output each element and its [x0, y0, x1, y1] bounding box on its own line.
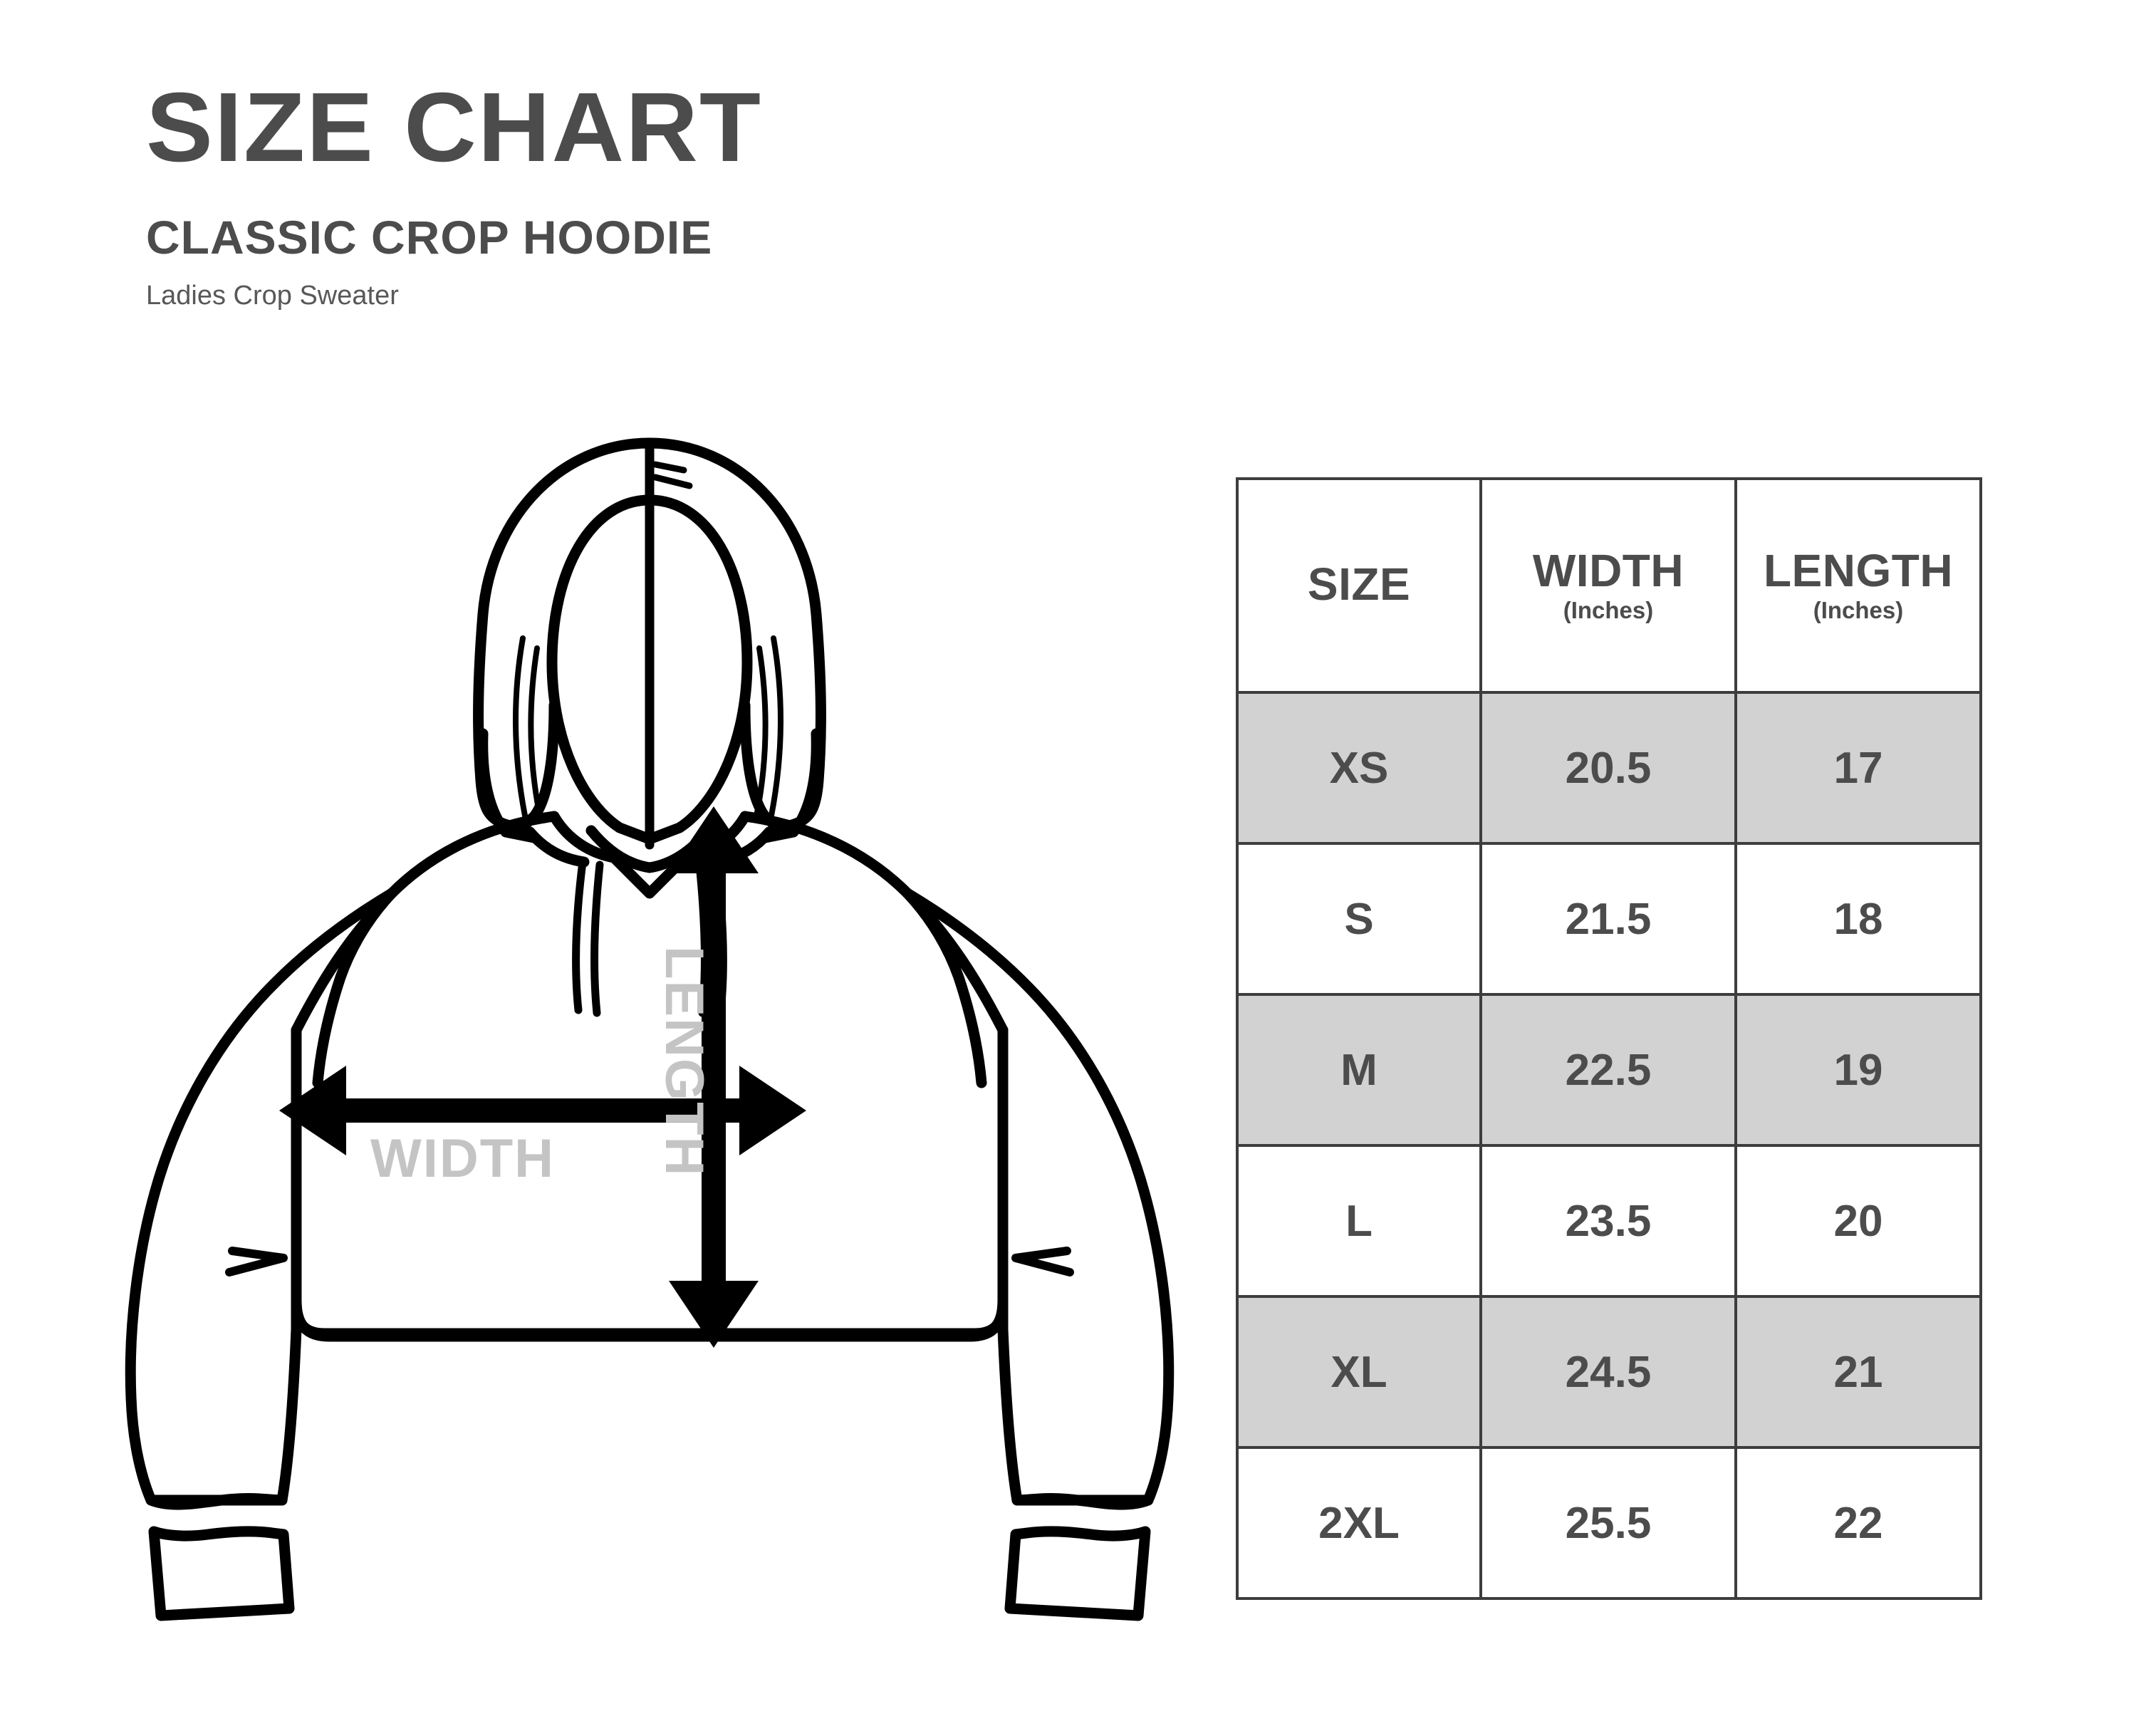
column-header-width-unit: (Inches) — [1563, 596, 1654, 623]
cell-length: 20 — [1734, 1144, 1982, 1298]
width-arrow-head-right — [739, 1066, 806, 1155]
width-measure-label: WIDTH — [370, 1128, 555, 1189]
column-header-size: SIZE — [1236, 477, 1482, 694]
cell-size: XS — [1236, 691, 1482, 845]
cell-size: M — [1236, 993, 1482, 1147]
cell-size: S — [1236, 842, 1482, 996]
sleeve-chevron-icons — [225, 1247, 1074, 1277]
size-chart-table: SIZE WIDTH (Inches) LENGTH (Inches) XS 2… — [1236, 477, 1982, 1600]
cell-length: 22 — [1734, 1446, 1982, 1600]
sleeve-right — [902, 888, 1175, 1506]
width-arrow-head-left — [279, 1066, 346, 1155]
cell-size: L — [1236, 1144, 1482, 1298]
cell-size: 2XL — [1236, 1446, 1482, 1600]
cell-length: 17 — [1734, 691, 1982, 845]
cuff-right-bottom — [1004, 1526, 1151, 1621]
crop-hem — [291, 1295, 1009, 1342]
cell-width: 22.5 — [1479, 993, 1737, 1147]
column-header-length-unit: (Inches) — [1813, 596, 1904, 623]
cell-width: 20.5 — [1479, 691, 1737, 845]
column-header-width: WIDTH (Inches) — [1479, 477, 1737, 694]
length-arrow-shaft — [702, 848, 726, 1318]
cell-length: 21 — [1734, 1295, 1982, 1449]
sleeve-left — [125, 888, 397, 1506]
page-header: SIZE CHART CLASSIC CROP HOODIE Ladies Cr… — [146, 78, 1214, 309]
length-arrow-head-up — [669, 806, 759, 873]
raglan-seam-left — [312, 888, 397, 1088]
column-header-width-label: WIDTH — [1532, 544, 1684, 596]
cell-size: XL — [1236, 1295, 1482, 1449]
cell-length: 19 — [1734, 993, 1982, 1147]
cell-length: 18 — [1734, 842, 1982, 996]
measurement-arrows — [279, 806, 806, 1348]
length-arrow-head-down — [669, 1281, 759, 1348]
hood-crown-stitch — [652, 461, 693, 489]
product-description: Ladies Crop Sweater — [146, 281, 399, 311]
hood-band-left — [524, 826, 590, 868]
cell-width: 23.5 — [1479, 1144, 1737, 1298]
cuff-left — [145, 1492, 288, 1510]
width-arrow-shaft — [328, 1098, 748, 1123]
column-header-size-label: SIZE — [1307, 558, 1411, 610]
product-name: CLASSIC CROP HOODIE — [146, 211, 713, 264]
cell-width: 24.5 — [1479, 1295, 1737, 1449]
width-arrow-shaft-right — [719, 1098, 748, 1123]
length-measure-label: LENGTH — [654, 946, 714, 1177]
table-row: S 21.5 18 — [1236, 842, 1982, 996]
column-header-length: LENGTH (Inches) — [1734, 477, 1982, 694]
raglan-seam-right — [902, 888, 987, 1088]
cuff-right — [1011, 1492, 1154, 1510]
table-row: M 22.5 19 — [1236, 993, 1982, 1147]
hood-crease-lines — [512, 635, 784, 822]
table-row: XS 20.5 17 — [1236, 691, 1982, 845]
table-row: XL 24.5 21 — [1236, 1295, 1982, 1449]
column-header-length-label: LENGTH — [1763, 544, 1954, 596]
cell-width: 25.5 — [1479, 1446, 1737, 1600]
page-title: SIZE CHART — [146, 73, 762, 182]
cell-width: 21.5 — [1479, 842, 1737, 996]
table-row: 2XL 25.5 22 — [1236, 1446, 1982, 1600]
cuff-left-bottom — [148, 1526, 295, 1621]
garment-illustration: LENGTH WIDTH — [93, 420, 1204, 1660]
table-row: L 23.5 20 — [1236, 1144, 1982, 1298]
table-header-row: SIZE WIDTH (Inches) LENGTH (Inches) — [1236, 477, 1982, 694]
